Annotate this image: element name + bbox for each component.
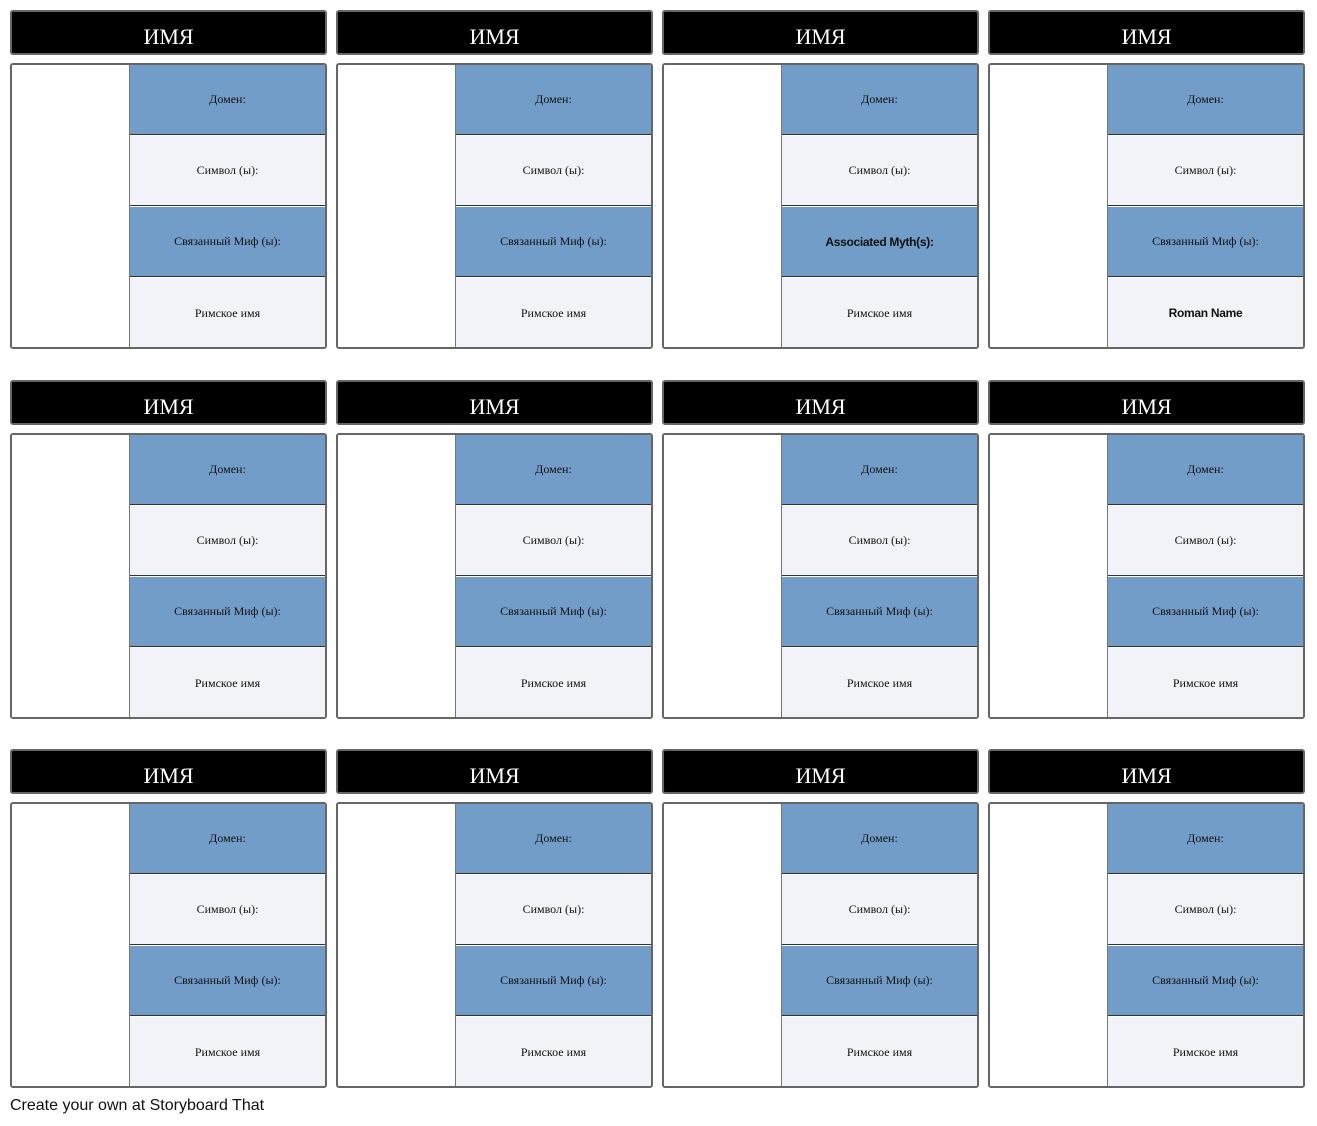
field-roman-name[interactable]: Римское имя	[456, 648, 651, 717]
field-roman-name[interactable]: Римское имя	[130, 278, 325, 347]
image-placeholder[interactable]	[12, 65, 130, 347]
field-associated-myths[interactable]: Связанный Миф (ы):	[1108, 946, 1303, 1016]
field-symbols[interactable]: Символ (ы):	[782, 506, 977, 576]
card-title[interactable]: ИМЯ	[988, 10, 1305, 55]
field-associated-myths[interactable]: Связанный Миф (ы):	[456, 207, 651, 277]
field-domain[interactable]: Домен:	[456, 65, 651, 135]
field-associated-myths[interactable]: Associated Myth(s):	[782, 207, 977, 277]
card-body: Домен: Символ (ы): Связанный Миф (ы): Римск…	[10, 433, 327, 719]
field-symbols[interactable]: Символ (ы):	[1108, 136, 1303, 206]
card-body: Домен: Символ (ы): Связанный Миф (ы): Roman…	[988, 63, 1305, 349]
card-body: Домен: Символ (ы): Связанный Миф (ы): Римск…	[336, 802, 653, 1088]
card-body: Домен: Символ (ы): Связанный Миф (ы): Римск…	[336, 433, 653, 719]
footer-credit[interactable]: Create your own at Storyboard That	[10, 1097, 265, 1114]
card-body: Домен: Символ (ы): Связанный Миф (ы): Римск…	[10, 63, 327, 349]
field-associated-myths[interactable]: Связанный Миф (ы):	[1108, 577, 1303, 647]
field-symbols[interactable]: Символ (ы):	[130, 875, 325, 945]
card-title[interactable]: ИМЯ	[662, 380, 979, 425]
field-associated-myths[interactable]: Связанный Миф (ы):	[456, 946, 651, 1016]
field-roman-name[interactable]: Римское имя	[130, 648, 325, 717]
card-title[interactable]: ИМЯ	[10, 380, 327, 425]
field-associated-myths[interactable]: Связанный Миф (ы):	[130, 207, 325, 277]
card-body: Домен: Символ (ы): Связанный Миф (ы): Римск…	[988, 802, 1305, 1088]
image-placeholder[interactable]	[338, 435, 456, 717]
field-domain[interactable]: Домен:	[782, 435, 977, 505]
image-placeholder[interactable]	[338, 65, 456, 347]
field-domain[interactable]: Домен:	[130, 804, 325, 874]
card-title[interactable]: ИМЯ	[336, 749, 653, 794]
image-placeholder[interactable]	[990, 804, 1108, 1086]
image-placeholder[interactable]	[664, 435, 782, 717]
card-title[interactable]: ИМЯ	[10, 749, 327, 794]
field-associated-myths[interactable]: Связанный Миф (ы):	[1108, 207, 1303, 277]
field-roman-name[interactable]: Римское имя	[782, 648, 977, 717]
image-placeholder[interactable]	[12, 804, 130, 1086]
field-symbols[interactable]: Символ (ы):	[1108, 506, 1303, 576]
field-associated-myths[interactable]: Связанный Миф (ы):	[456, 577, 651, 647]
field-roman-name[interactable]: Римское имя	[782, 278, 977, 347]
card-body: Домен: Символ (ы): Связанный Миф (ы): Римск…	[10, 802, 327, 1088]
image-placeholder[interactable]	[12, 435, 130, 717]
field-domain[interactable]: Домен:	[130, 65, 325, 135]
field-symbols[interactable]: Символ (ы):	[456, 506, 651, 576]
field-symbols[interactable]: Символ (ы):	[782, 875, 977, 945]
field-roman-name[interactable]: Римское имя	[456, 1017, 651, 1086]
field-roman-name[interactable]: Римское имя	[1108, 1017, 1303, 1086]
card-title[interactable]: ИМЯ	[336, 10, 653, 55]
image-placeholder[interactable]	[990, 65, 1108, 347]
card-body: Домен: Символ (ы): Связанный Миф (ы): Римск…	[336, 63, 653, 349]
field-associated-myths[interactable]: Связанный Миф (ы):	[130, 946, 325, 1016]
card-title[interactable]: ИМЯ	[662, 749, 979, 794]
field-symbols[interactable]: Символ (ы):	[456, 875, 651, 945]
image-placeholder[interactable]	[664, 65, 782, 347]
card-body: Домен: Символ (ы): Associated Myth(s): Римс…	[662, 63, 979, 349]
card-title[interactable]: ИМЯ	[988, 380, 1305, 425]
field-symbols[interactable]: Символ (ы):	[456, 136, 651, 206]
field-associated-myths[interactable]: Связанный Миф (ы):	[130, 577, 325, 647]
field-domain[interactable]: Домен:	[1108, 65, 1303, 135]
field-domain[interactable]: Домен:	[782, 804, 977, 874]
field-roman-name[interactable]: Римское имя	[782, 1017, 977, 1086]
field-symbols[interactable]: Символ (ы):	[130, 506, 325, 576]
field-domain[interactable]: Домен:	[782, 65, 977, 135]
field-roman-name[interactable]: Римское имя	[130, 1017, 325, 1086]
field-roman-name[interactable]: Римское имя	[456, 278, 651, 347]
field-symbols[interactable]: Символ (ы):	[130, 136, 325, 206]
field-symbols[interactable]: Символ (ы):	[1108, 875, 1303, 945]
card-title[interactable]: ИМЯ	[662, 10, 979, 55]
card-body: Домен: Символ (ы): Связанный Миф (ы): Римск…	[662, 802, 979, 1088]
field-domain[interactable]: Домен:	[1108, 804, 1303, 874]
card-title[interactable]: ИМЯ	[988, 749, 1305, 794]
field-domain[interactable]: Домен:	[456, 804, 651, 874]
card-title[interactable]: ИМЯ	[10, 10, 327, 55]
image-placeholder[interactable]	[990, 435, 1108, 717]
card-body: Домен: Символ (ы): Связанный Миф (ы): Римск…	[988, 433, 1305, 719]
field-roman-name[interactable]: Roman Name	[1108, 278, 1303, 347]
field-symbols[interactable]: Символ (ы):	[782, 136, 977, 206]
field-domain[interactable]: Домен:	[456, 435, 651, 505]
field-roman-name[interactable]: Римское имя	[1108, 648, 1303, 717]
image-placeholder[interactable]	[664, 804, 782, 1086]
card-title[interactable]: ИМЯ	[336, 380, 653, 425]
field-associated-myths[interactable]: Связанный Миф (ы):	[782, 946, 977, 1016]
field-associated-myths[interactable]: Связанный Миф (ы):	[782, 577, 977, 647]
card-body: Домен: Символ (ы): Связанный Миф (ы): Римск…	[662, 433, 979, 719]
field-domain[interactable]: Домен:	[1108, 435, 1303, 505]
field-domain[interactable]: Домен:	[130, 435, 325, 505]
image-placeholder[interactable]	[338, 804, 456, 1086]
